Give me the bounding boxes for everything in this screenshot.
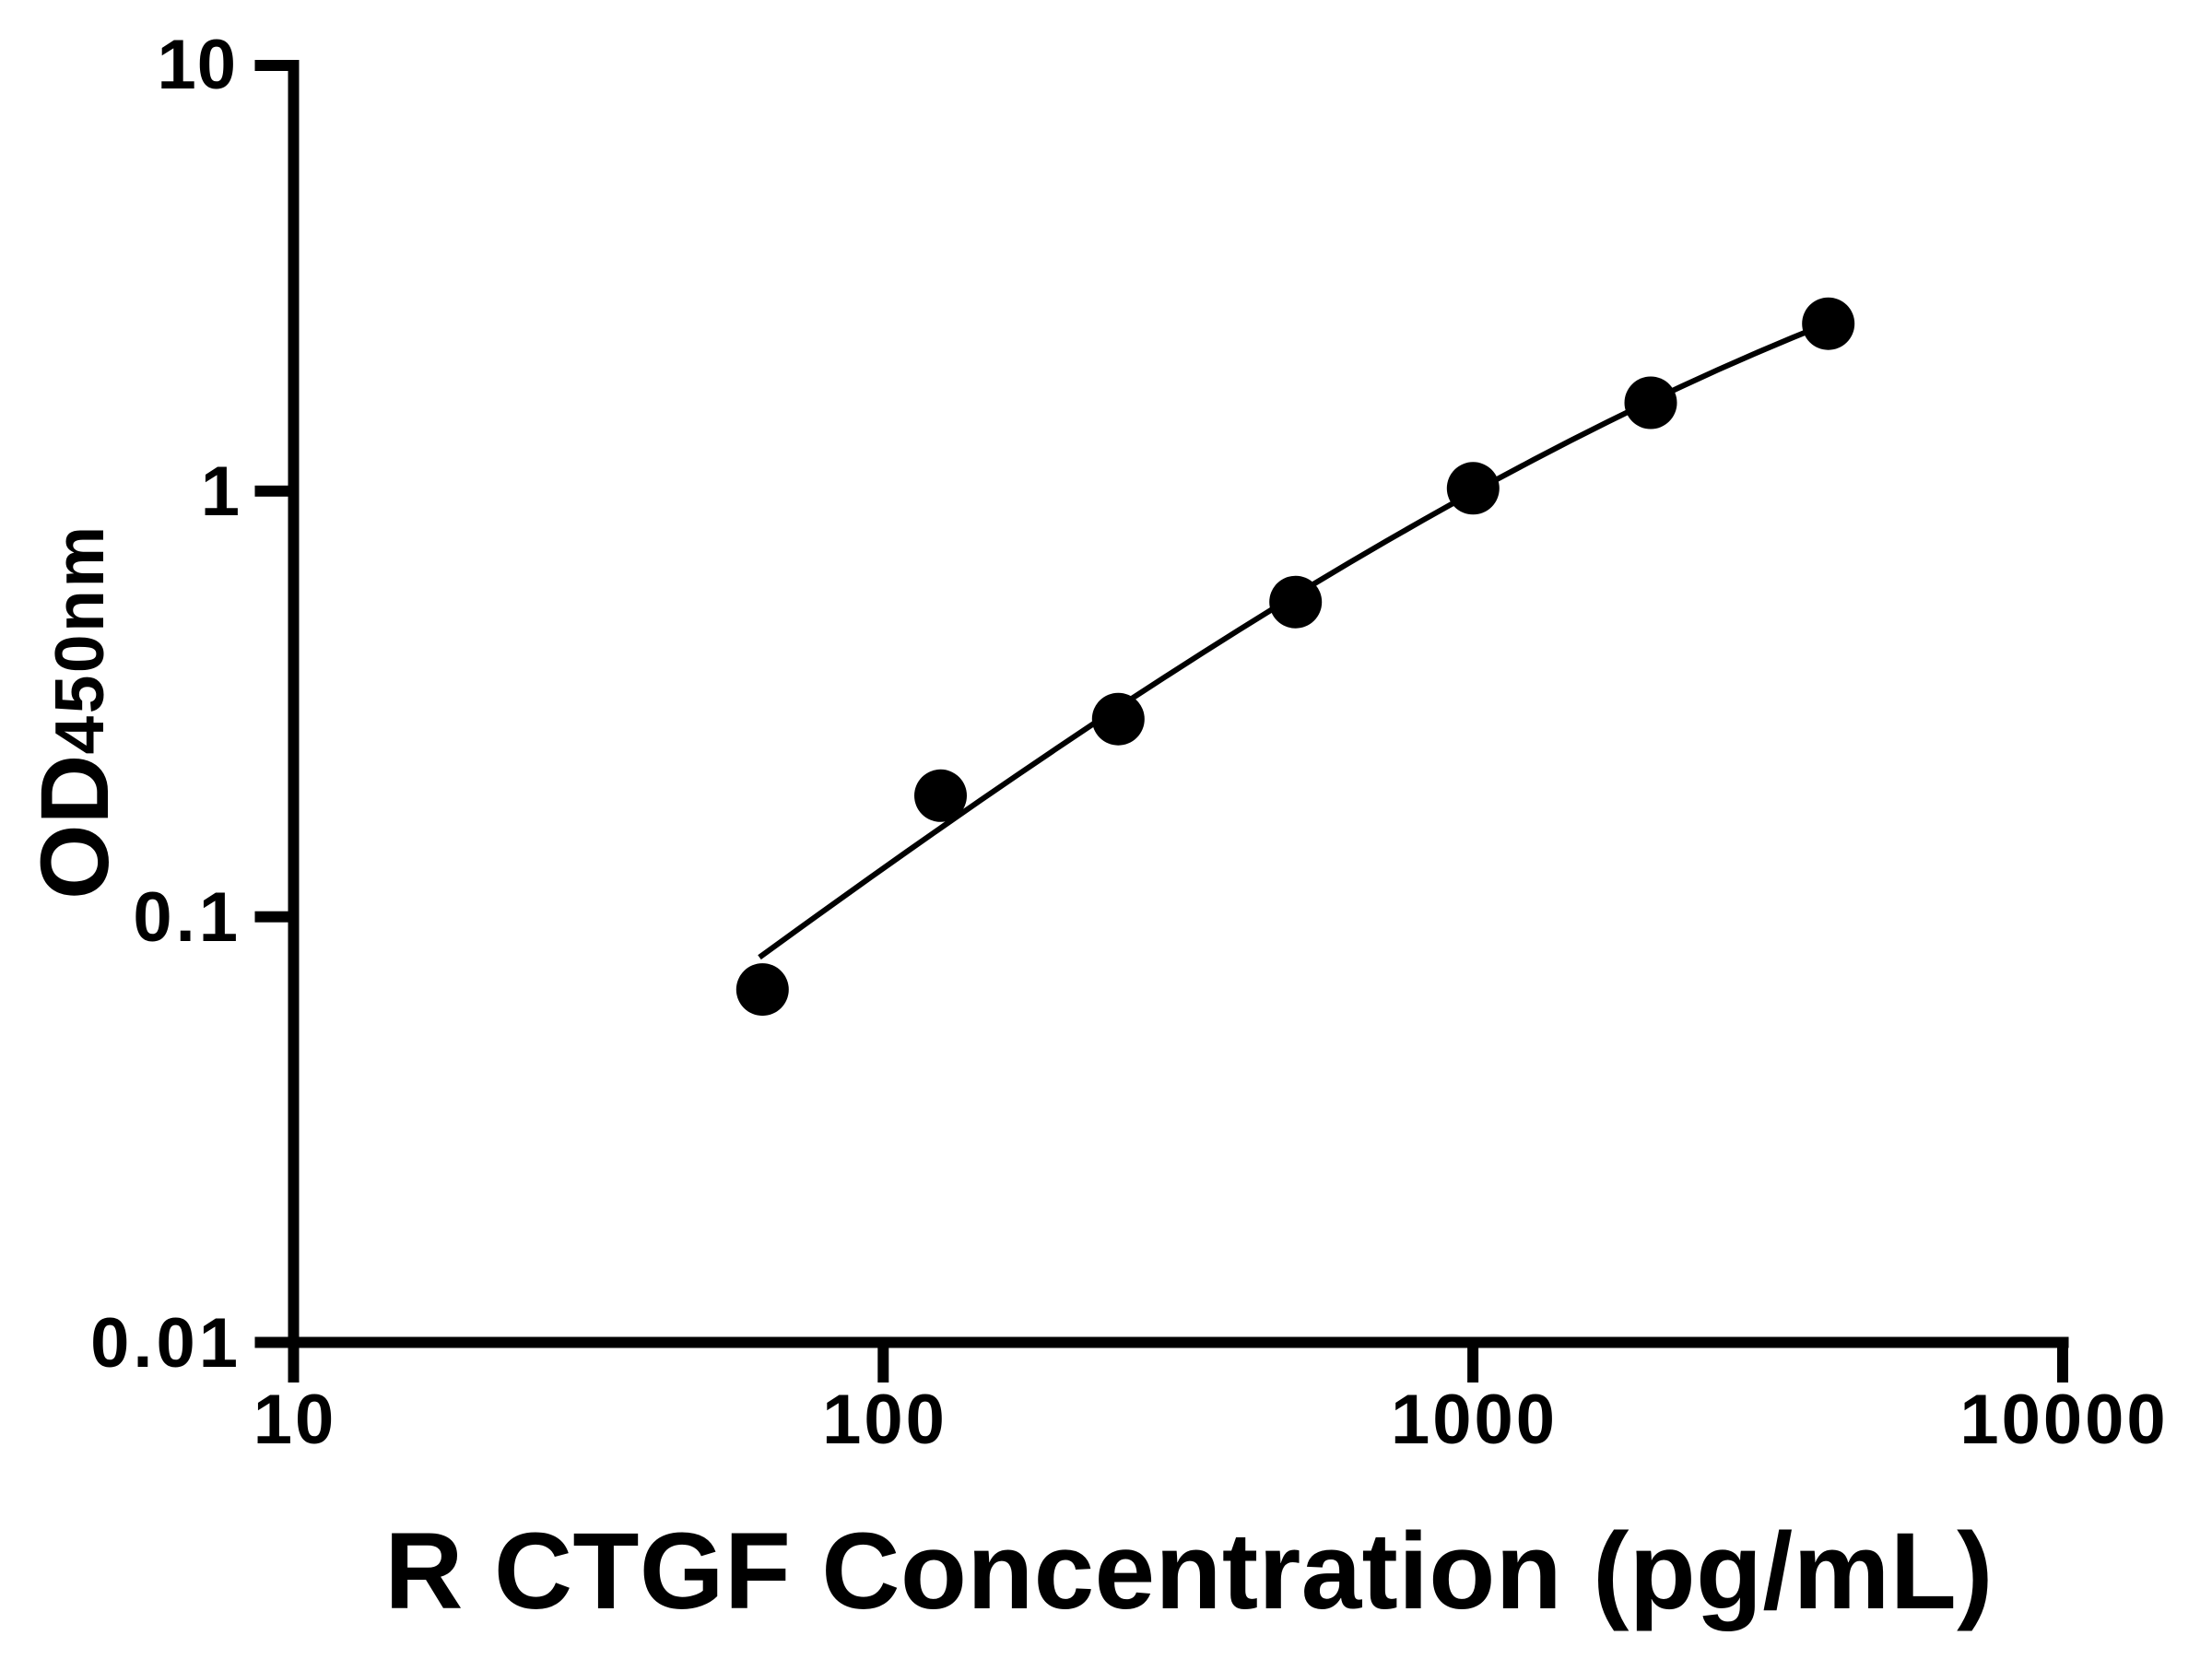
svg-text:0.1: 0.1 [133, 878, 241, 957]
svg-text:0.01: 0.01 [90, 1304, 241, 1382]
svg-text:10: 10 [157, 26, 237, 104]
svg-text:100: 100 [822, 1381, 947, 1459]
svg-text:1000: 1000 [1391, 1381, 1558, 1459]
svg-text:R CTGF Concentration (pg/mL): R CTGF Concentration (pg/mL) [384, 1511, 1993, 1632]
svg-text:10: 10 [253, 1381, 337, 1459]
svg-text:10000: 10000 [1959, 1381, 2168, 1459]
svg-text:1: 1 [201, 453, 240, 531]
